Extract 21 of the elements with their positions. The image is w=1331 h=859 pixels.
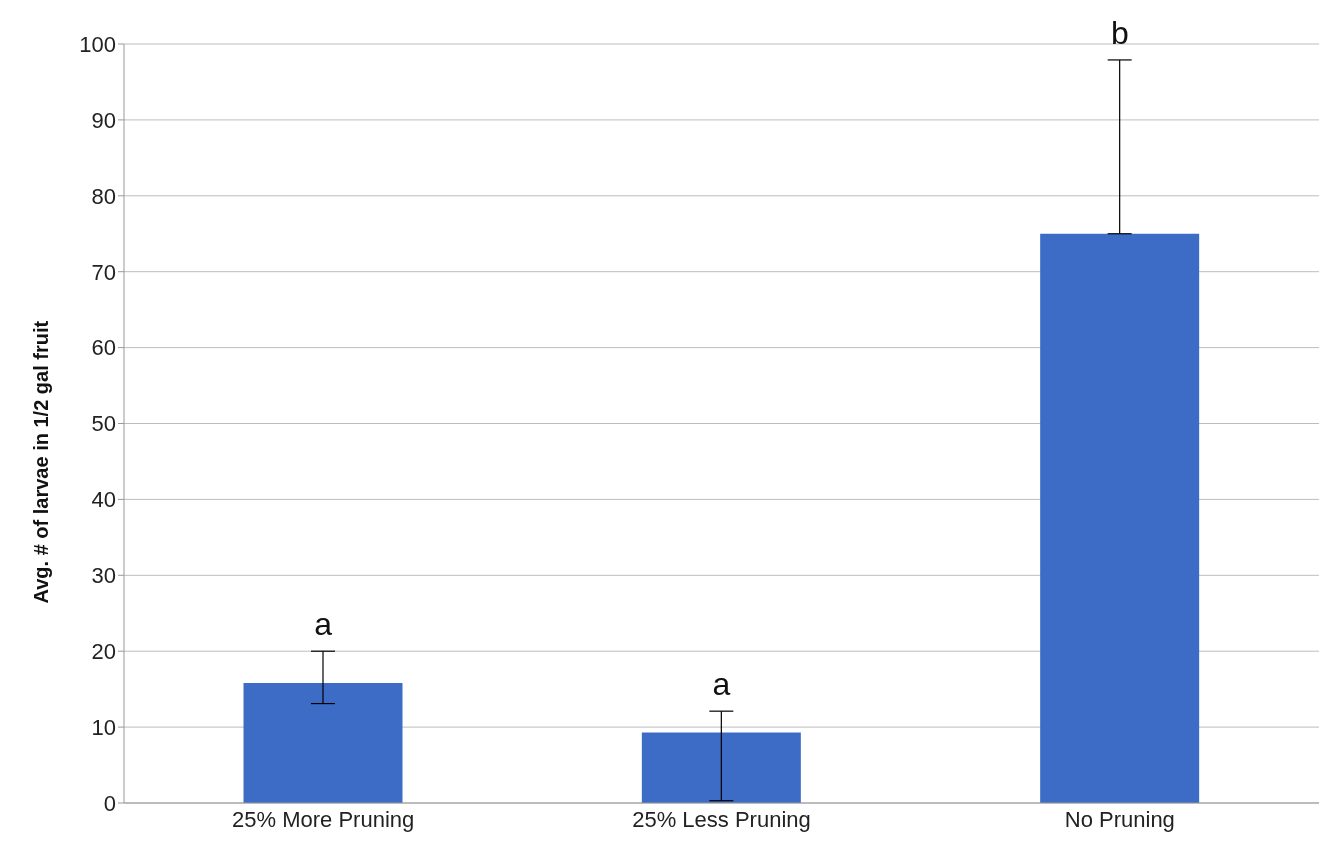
bar	[243, 683, 403, 803]
bar	[641, 732, 801, 803]
x-tick-label: 25% More Pruning	[232, 806, 415, 832]
annotation: b	[1110, 14, 1129, 51]
y-tick-label: 10	[91, 714, 116, 740]
y-axis-title: Avg. # of larvae in 1/2 gal fruit	[30, 320, 53, 604]
y-tick-label: 50	[91, 411, 116, 437]
annotation: a	[314, 606, 333, 643]
y-tick-label: 100	[79, 31, 116, 57]
y-tick-label: 90	[91, 107, 116, 133]
x-tick-label: No Pruning	[1064, 806, 1175, 832]
y-tick-label: 30	[91, 563, 116, 589]
annotation: a	[712, 666, 731, 703]
y-tick-label: 80	[91, 183, 116, 209]
y-tick-label: 60	[91, 335, 116, 361]
y-tick-label: 70	[91, 259, 116, 285]
y-tick-label: 0	[103, 790, 116, 816]
x-tick-label: 25% Less Pruning	[632, 806, 811, 832]
y-tick-label: 20	[91, 639, 116, 665]
y-tick-label: 40	[91, 487, 116, 513]
bar	[1040, 233, 1200, 803]
